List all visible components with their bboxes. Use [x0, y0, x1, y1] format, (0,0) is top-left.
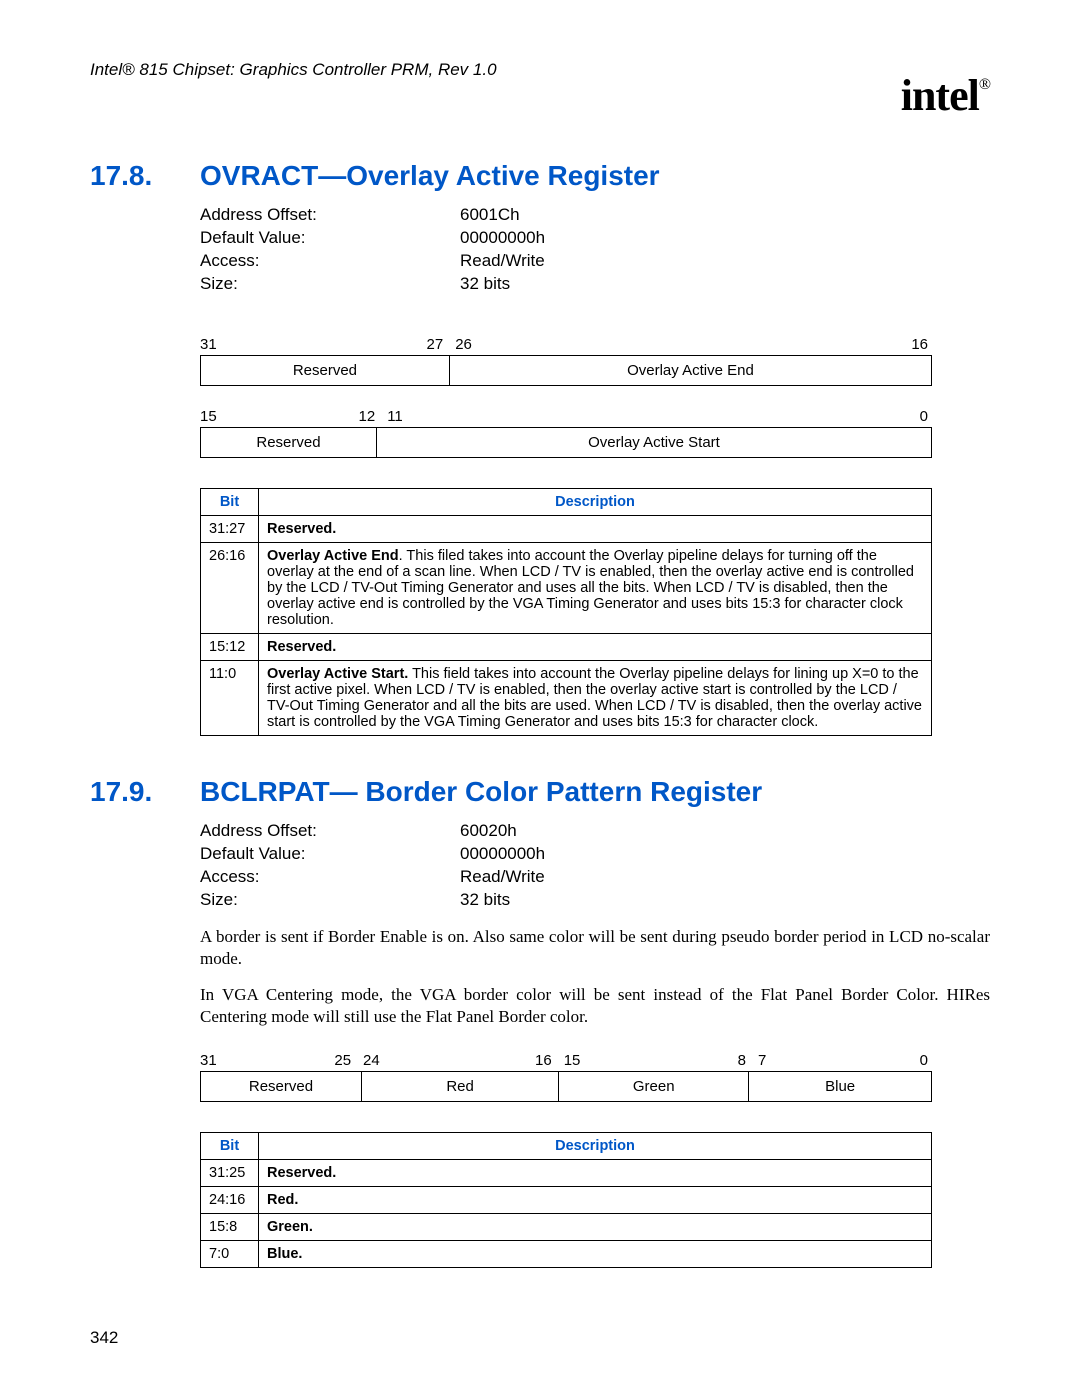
bitfield-row-lower: 15 12 11 0 Reserved Overlay Active Start [200, 408, 932, 458]
bit-label: 16 [479, 336, 932, 353]
bitfield-box: Reserved [201, 1072, 362, 1101]
table-cell-desc: Blue. [259, 1240, 932, 1267]
bit-label: 31 [200, 1052, 212, 1069]
prop-value: 00000000h [460, 843, 545, 866]
bit-label: 12 [212, 408, 381, 425]
table-row: 15:12 Reserved. [201, 633, 932, 660]
bitfield-box: Reserved [201, 428, 377, 457]
table-header-bit: Bit [201, 488, 259, 515]
section-178-heading: 17.8.OVRACT—Overlay Active Register [90, 160, 990, 192]
prop-label: Address Offset: [200, 820, 460, 843]
table-row: 31:25 Reserved. [201, 1159, 932, 1186]
bit-label: 8 [582, 1052, 752, 1069]
section-178-props: Address Offset:6001Ch Default Value:0000… [200, 204, 990, 296]
logo-text: intel [901, 71, 979, 120]
table-cell-bit: 26:16 [201, 542, 259, 633]
table-header-bit: Bit [201, 1132, 259, 1159]
bit-label: 24 [357, 1052, 381, 1069]
section-178-bitfield: 31 27 26 16 Reserved Overlay Active End … [200, 336, 990, 458]
bit-label: 0 [411, 408, 932, 425]
page-number: 342 [90, 1328, 990, 1348]
bit-label: 0 [770, 1052, 932, 1069]
page: Intel® 815 Chipset: Graphics Controller … [0, 0, 1080, 1398]
table-cell-desc: Overlay Active Start. This field takes i… [259, 660, 932, 735]
prop-value: 60020h [460, 820, 517, 843]
doc-header-title: Intel® 815 Chipset: Graphics Controller … [90, 60, 990, 80]
prop-label: Address Offset: [200, 204, 460, 227]
bitfield-box: Overlay Active Start [377, 428, 931, 457]
table-row: 11:0 Overlay Active Start. This field ta… [201, 660, 932, 735]
prop-value: 00000000h [460, 227, 545, 250]
bitfield-box: Blue [749, 1072, 931, 1101]
section-178-title: OVRACT—Overlay Active Register [200, 160, 660, 191]
table-cell-bit: 24:16 [201, 1186, 259, 1213]
bit-label: 31 [200, 336, 212, 353]
table-cell-desc: Overlay Active End. This filed takes int… [259, 542, 932, 633]
table-cell-bit: 15:8 [201, 1213, 259, 1240]
prop-value: Read/Write [460, 866, 545, 889]
bitfield-row-upper: 31 27 26 16 Reserved Overlay Active End [200, 336, 932, 386]
prop-label: Default Value: [200, 843, 460, 866]
table-cell-desc: Reserved. [259, 515, 932, 542]
prop-label: Size: [200, 273, 460, 296]
section-179-title: BCLRPAT— Border Color Pattern Register [200, 776, 762, 807]
table-cell-bit: 11:0 [201, 660, 259, 735]
table-cell-desc: Reserved. [259, 633, 932, 660]
bitfield-box: Overlay Active End [450, 356, 931, 385]
prop-label: Size: [200, 889, 460, 912]
intel-logo: intel® [901, 70, 990, 121]
bit-label: 15 [200, 408, 212, 425]
section-179-paragraph: A border is sent if Border Enable is on.… [200, 926, 990, 970]
bit-label: 15 [558, 1052, 582, 1069]
bit-label: 7 [752, 1052, 770, 1069]
prop-value: 6001Ch [460, 204, 520, 227]
bit-label: 11 [381, 408, 411, 425]
section-178-table: Bit Description 31:27 Reserved. 26:16 Ov… [200, 488, 932, 736]
prop-value: 32 bits [460, 273, 510, 296]
section-179-heading: 17.9.BCLRPAT— Border Color Pattern Regis… [90, 776, 990, 808]
section-179-props: Address Offset:60020h Default Value:0000… [200, 820, 990, 912]
bit-label: 25 [212, 1052, 357, 1069]
bitfield-box: Green [559, 1072, 749, 1101]
prop-value: Read/Write [460, 250, 545, 273]
table-cell-bit: 7:0 [201, 1240, 259, 1267]
table-row: 26:16 Overlay Active End. This filed tak… [201, 542, 932, 633]
bit-label: 16 [381, 1052, 558, 1069]
bitfield-box: Red [362, 1072, 559, 1101]
prop-label: Access: [200, 866, 460, 889]
table-row: 15:8 Green. [201, 1213, 932, 1240]
table-cell-bit: 31:25 [201, 1159, 259, 1186]
section-179-bitfield: 31 25 24 16 15 8 7 0 Reserved Red Green … [200, 1052, 990, 1102]
bitfield-row: 31 25 24 16 15 8 7 0 Reserved Red Green … [200, 1052, 932, 1102]
section-178-number: 17.8. [90, 160, 200, 192]
table-row: 24:16 Red. [201, 1186, 932, 1213]
prop-label: Access: [200, 250, 460, 273]
table-row: 7:0 Blue. [201, 1240, 932, 1267]
section-179-number: 17.9. [90, 776, 200, 808]
prop-label: Default Value: [200, 227, 460, 250]
bit-label: 26 [449, 336, 479, 353]
table-header-desc: Description [259, 1132, 932, 1159]
table-cell-bit: 31:27 [201, 515, 259, 542]
bitfield-box: Reserved [201, 356, 450, 385]
table-cell-bit: 15:12 [201, 633, 259, 660]
table-header-desc: Description [259, 488, 932, 515]
section-179-table: Bit Description 31:25 Reserved. 24:16 Re… [200, 1132, 932, 1268]
table-cell-desc: Reserved. [259, 1159, 932, 1186]
table-cell-desc: Red. [259, 1186, 932, 1213]
table-cell-desc: Green. [259, 1213, 932, 1240]
logo-registered-icon: ® [979, 76, 990, 93]
prop-value: 32 bits [460, 889, 510, 912]
table-row: 31:27 Reserved. [201, 515, 932, 542]
bit-label: 27 [212, 336, 449, 353]
section-179-paragraph: In VGA Centering mode, the VGA border co… [200, 984, 990, 1028]
